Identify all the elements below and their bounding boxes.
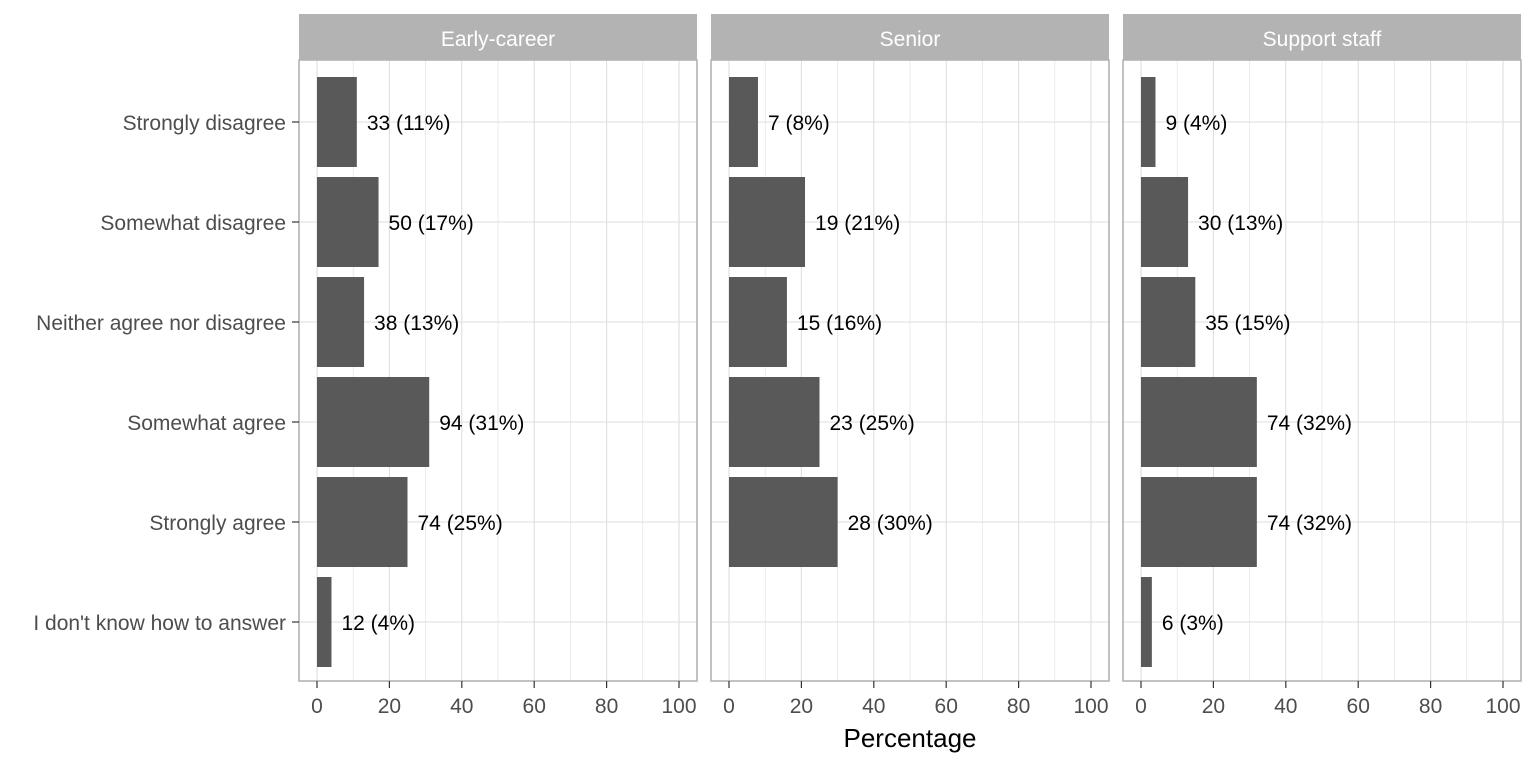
x-tick-label: 60 xyxy=(935,695,958,718)
bar xyxy=(317,377,430,467)
bar-data-label: 74 (32%) xyxy=(1267,512,1352,535)
facet-strip xyxy=(1123,14,1521,60)
bar-data-label: 94 (31%) xyxy=(439,412,524,435)
panel-senior: 7 (8%) 19 (21%) 15 (16%) 23 (25%) 28 (30%) Se… xyxy=(710,14,1110,718)
x-tick-label: 100 xyxy=(1073,695,1108,718)
bar-data-label: 15 (16%) xyxy=(797,312,882,335)
category-label: Somewhat disagree xyxy=(100,212,286,235)
facet-strip xyxy=(711,14,1109,60)
bar xyxy=(729,477,838,567)
x-tick-label: 80 xyxy=(595,695,618,718)
x-tick-label: 20 xyxy=(378,695,401,718)
x-tick-label: 100 xyxy=(661,695,696,718)
category-label: I don't know how to answer xyxy=(33,612,286,635)
facet-strip-title: Support staff xyxy=(1263,28,1382,51)
bar-data-label: 50 (17%) xyxy=(389,212,474,235)
facet-strip xyxy=(299,14,697,60)
bar xyxy=(729,177,806,267)
facet-strip-title: Senior xyxy=(880,28,941,51)
category-axis: Strongly disagree Somewhat disagree Neithe… xyxy=(33,112,299,635)
bar xyxy=(1141,377,1257,467)
category-label: Strongly agree xyxy=(149,512,286,535)
bar-data-label: 28 (30%) xyxy=(848,512,933,535)
x-tick-label: 40 xyxy=(862,695,885,718)
bar xyxy=(317,577,332,667)
x-tick-label: 60 xyxy=(1347,695,1370,718)
category-label: Neither agree nor disagree xyxy=(36,312,286,335)
bar xyxy=(1141,577,1152,667)
x-tick-label: 0 xyxy=(1135,695,1147,718)
panel-early-career: 33 (11%) 50 (17%) 38 (13%) 94 (31%) 74 (25%)… xyxy=(298,14,698,718)
x-tick-label: 100 xyxy=(1485,695,1520,718)
bar xyxy=(729,377,820,467)
bar-data-label: 23 (25%) xyxy=(830,412,915,435)
bar-data-label: 6 (3%) xyxy=(1162,612,1224,635)
bar-data-label: 30 (13%) xyxy=(1198,212,1283,235)
x-tick-label: 80 xyxy=(1007,695,1030,718)
bar xyxy=(317,277,365,367)
x-tick-label: 40 xyxy=(1274,695,1297,718)
x-tick-label: 20 xyxy=(790,695,813,718)
facet-strip-title: Early-career xyxy=(441,28,555,51)
category-label: Somewhat agree xyxy=(127,412,286,435)
bar xyxy=(317,177,379,267)
category-label: Strongly disagree xyxy=(123,112,286,135)
bar-data-label: 74 (32%) xyxy=(1267,412,1352,435)
bar xyxy=(317,477,408,567)
bar xyxy=(729,77,758,167)
x-tick-label: 0 xyxy=(723,695,735,718)
bar xyxy=(1141,77,1156,167)
bar-data-label: 38 (13%) xyxy=(374,312,459,335)
bar xyxy=(729,277,787,367)
panel-support-staff: 9 (4%) 30 (13%) 35 (15%) 74 (32%) 74 (32%) 6 … xyxy=(1122,14,1522,718)
bar-data-label: 12 (4%) xyxy=(341,612,415,635)
bar xyxy=(1141,277,1196,367)
x-tick-label: 0 xyxy=(311,695,323,718)
bar-data-label: 74 (25%) xyxy=(418,512,503,535)
x-tick-label: 80 xyxy=(1419,695,1442,718)
x-tick-label: 40 xyxy=(450,695,473,718)
x-tick-label: 60 xyxy=(523,695,546,718)
bar-data-label: 7 (8%) xyxy=(768,112,830,135)
bar-data-label: 35 (15%) xyxy=(1205,312,1290,335)
x-axis-title: Percentage xyxy=(844,723,977,753)
panels: 33 (11%) 50 (17%) 38 (13%) 94 (31%) 74 (25%)… xyxy=(298,14,1522,718)
bar xyxy=(1141,477,1257,567)
bar xyxy=(317,77,357,167)
bar-data-label: 19 (21%) xyxy=(815,212,900,235)
bar xyxy=(1141,177,1189,267)
x-tick-label: 20 xyxy=(1202,695,1225,718)
bar-data-label: 33 (11%) xyxy=(367,112,451,135)
bar-data-label: 9 (4%) xyxy=(1165,112,1227,135)
